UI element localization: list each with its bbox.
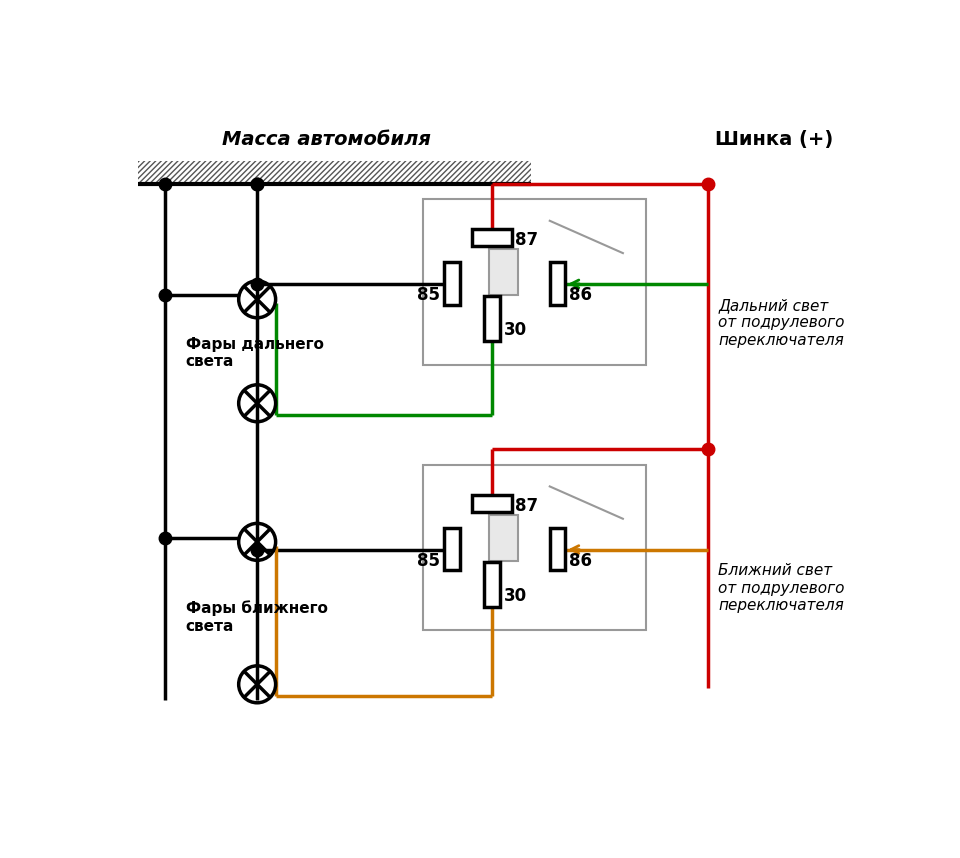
Text: 87: 87 [516, 497, 539, 515]
Text: Масса автомобиля: Масса автомобиля [223, 130, 431, 149]
Bar [444, 528, 460, 571]
Text: Дальний свет
от подрулевого
переключателя: Дальний свет от подрулевого переключател… [718, 298, 845, 347]
Text: 86: 86 [569, 287, 592, 305]
Text: 86: 86 [569, 552, 592, 570]
Bar [472, 495, 512, 512]
Text: 85: 85 [418, 552, 441, 570]
Bar [484, 296, 500, 341]
Bar [550, 263, 565, 305]
Bar [138, 160, 531, 184]
Text: 87: 87 [516, 231, 539, 249]
Text: 30: 30 [504, 587, 527, 605]
Bar [484, 562, 500, 607]
Bar [444, 263, 460, 305]
Bar [422, 199, 646, 365]
Bar [472, 229, 512, 246]
Text: Фары ближнего
света: Фары ближнего света [185, 601, 327, 634]
Text: Фары дальнего
света: Фары дальнего света [185, 337, 324, 370]
Text: 85: 85 [418, 287, 441, 305]
Bar [422, 465, 646, 631]
Text: 30: 30 [504, 321, 527, 339]
Bar [489, 515, 518, 561]
Bar [489, 250, 518, 295]
Text: Шинка (+): Шинка (+) [715, 130, 833, 149]
Text: Ближний свет
от подрулевого
переключателя: Ближний свет от подрулевого переключател… [718, 564, 845, 613]
Bar [550, 528, 565, 571]
